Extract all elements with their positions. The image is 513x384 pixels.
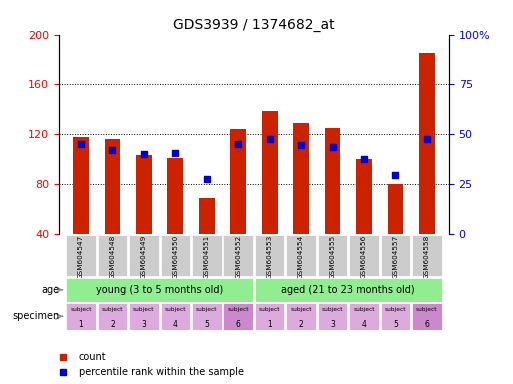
Bar — [356, 159, 372, 234]
Text: GSM604547: GSM604547 — [78, 235, 84, 280]
Text: 2: 2 — [110, 319, 115, 329]
FancyBboxPatch shape — [286, 303, 316, 330]
Text: 5: 5 — [393, 319, 398, 329]
Text: subject: subject — [353, 307, 374, 312]
Text: subject: subject — [102, 307, 123, 312]
Text: young (3 to 5 months old): young (3 to 5 months old) — [96, 285, 223, 295]
Bar — [419, 53, 435, 234]
Bar — [136, 156, 152, 234]
Text: subject: subject — [165, 307, 186, 312]
Point — [140, 151, 148, 157]
FancyBboxPatch shape — [318, 303, 347, 330]
Bar — [73, 137, 89, 234]
Text: count: count — [79, 352, 106, 362]
Text: 3: 3 — [142, 319, 146, 329]
Title: GDS3939 / 1374682_at: GDS3939 / 1374682_at — [173, 18, 335, 32]
FancyBboxPatch shape — [66, 303, 96, 330]
FancyBboxPatch shape — [129, 235, 159, 276]
FancyBboxPatch shape — [412, 235, 442, 276]
FancyBboxPatch shape — [192, 235, 222, 276]
Text: GSM604550: GSM604550 — [172, 235, 179, 280]
FancyBboxPatch shape — [97, 303, 127, 330]
Text: GSM604548: GSM604548 — [109, 235, 115, 280]
Bar — [387, 184, 403, 234]
Text: 4: 4 — [362, 319, 366, 329]
Text: GSM604558: GSM604558 — [424, 235, 430, 280]
Text: GSM604549: GSM604549 — [141, 235, 147, 280]
Text: aged (21 to 23 months old): aged (21 to 23 months old) — [282, 285, 415, 295]
Text: 3: 3 — [330, 319, 335, 329]
Point — [77, 141, 85, 147]
Text: GSM604551: GSM604551 — [204, 235, 210, 280]
FancyBboxPatch shape — [224, 235, 253, 276]
Text: subject: subject — [70, 307, 92, 312]
Text: GSM604555: GSM604555 — [329, 235, 336, 280]
FancyBboxPatch shape — [349, 235, 379, 276]
FancyBboxPatch shape — [66, 235, 96, 276]
Text: subject: subject — [196, 307, 218, 312]
Text: GSM604552: GSM604552 — [235, 235, 241, 280]
Point — [108, 147, 116, 154]
Text: GSM604553: GSM604553 — [267, 235, 272, 280]
Point — [360, 156, 368, 162]
Point — [297, 142, 305, 149]
FancyBboxPatch shape — [254, 278, 442, 302]
Text: subject: subject — [133, 307, 154, 312]
Point — [391, 172, 400, 179]
Text: specimen: specimen — [12, 311, 60, 321]
Point — [266, 136, 274, 142]
FancyBboxPatch shape — [349, 303, 379, 330]
FancyBboxPatch shape — [66, 278, 253, 302]
Text: GSM604557: GSM604557 — [392, 235, 399, 280]
FancyBboxPatch shape — [412, 303, 442, 330]
Text: GSM604554: GSM604554 — [298, 235, 304, 280]
FancyBboxPatch shape — [318, 235, 347, 276]
Bar — [325, 128, 341, 234]
Bar — [262, 111, 278, 234]
Text: subject: subject — [322, 307, 343, 312]
FancyBboxPatch shape — [381, 235, 410, 276]
Text: subject: subject — [227, 307, 249, 312]
Text: 6: 6 — [236, 319, 241, 329]
Bar — [230, 129, 246, 234]
Text: subject: subject — [416, 307, 438, 312]
Text: 4: 4 — [173, 319, 178, 329]
FancyBboxPatch shape — [286, 235, 316, 276]
Text: 5: 5 — [204, 319, 209, 329]
FancyBboxPatch shape — [161, 303, 190, 330]
FancyBboxPatch shape — [192, 303, 222, 330]
Text: 1: 1 — [78, 319, 84, 329]
FancyBboxPatch shape — [129, 303, 159, 330]
Bar — [199, 198, 214, 234]
Text: subject: subject — [259, 307, 281, 312]
Bar — [167, 158, 183, 234]
Point — [328, 144, 337, 150]
Text: GSM604556: GSM604556 — [361, 235, 367, 280]
Bar — [293, 123, 309, 234]
Point — [234, 141, 242, 147]
Text: 6: 6 — [424, 319, 429, 329]
Bar — [105, 139, 121, 234]
FancyBboxPatch shape — [255, 303, 284, 330]
Text: 1: 1 — [267, 319, 272, 329]
FancyBboxPatch shape — [381, 303, 410, 330]
Text: subject: subject — [385, 307, 406, 312]
Text: subject: subject — [290, 307, 312, 312]
FancyBboxPatch shape — [255, 235, 284, 276]
FancyBboxPatch shape — [224, 303, 253, 330]
Point — [171, 150, 180, 156]
Text: percentile rank within the sample: percentile rank within the sample — [79, 367, 244, 377]
FancyBboxPatch shape — [161, 235, 190, 276]
Point — [423, 136, 431, 142]
Text: 2: 2 — [299, 319, 304, 329]
Point — [203, 176, 211, 182]
Text: age: age — [41, 285, 60, 295]
FancyBboxPatch shape — [97, 235, 127, 276]
